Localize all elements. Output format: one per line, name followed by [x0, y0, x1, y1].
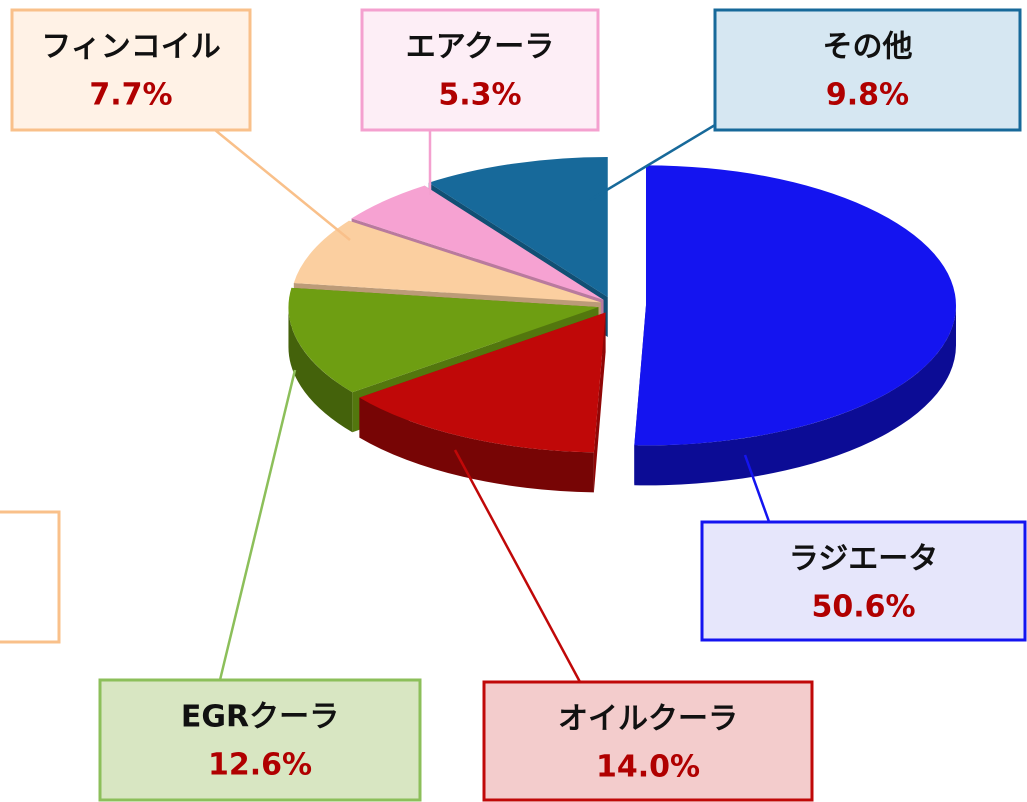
leader-line	[453, 449, 582, 683]
label-box	[98, 678, 422, 802]
slice-side	[359, 397, 594, 493]
value-label: 7.7%	[89, 78, 172, 113]
slice	[293, 220, 601, 303]
slice	[359, 312, 606, 453]
slice	[634, 165, 956, 446]
slice	[351, 185, 604, 300]
value-label: 14.0%	[596, 750, 700, 785]
category-label: フィンコイル	[41, 30, 220, 65]
category-label: その他	[823, 30, 913, 65]
pie	[288, 156, 956, 493]
partial-box	[0, 510, 61, 644]
label-box	[482, 680, 814, 802]
value-label: 50.6%	[811, 590, 915, 625]
labels: ラジエータ 50.6% オイルクーラ 14.0% EGRクーラ 12.6% フィンコイル 7.…	[10, 8, 1027, 802]
label-box	[10, 8, 252, 132]
slice	[428, 156, 608, 297]
leader-line	[218, 369, 297, 681]
value-label: 12.6%	[208, 748, 312, 783]
leader-line	[589, 123, 716, 202]
category-label: ラジエータ	[789, 542, 938, 577]
label-box	[713, 8, 1022, 132]
value-label: 5.3%	[438, 78, 521, 113]
category-label: EGRクーラ	[181, 700, 339, 735]
leader-line	[214, 129, 351, 241]
label-box	[700, 520, 1027, 642]
value-label: 9.8%	[826, 78, 909, 113]
category-label: エアクーラ	[406, 30, 555, 65]
slice-side	[634, 305, 956, 486]
slice	[288, 287, 599, 393]
slice-wall	[593, 312, 606, 493]
label-box	[360, 8, 600, 132]
slice-side	[288, 307, 353, 433]
category-label: オイルクーラ	[558, 702, 738, 737]
